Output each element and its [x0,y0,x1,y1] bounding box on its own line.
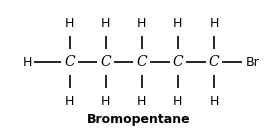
Text: H: H [173,95,183,108]
Text: C: C [209,55,219,69]
Text: H: H [65,95,74,108]
Text: H: H [23,56,33,69]
Text: H: H [101,95,110,108]
Text: Bromopentane: Bromopentane [87,113,191,126]
Text: C: C [64,55,75,69]
Text: H: H [101,17,110,30]
Text: C: C [136,55,147,69]
Text: H: H [209,17,219,30]
Text: C: C [173,55,183,69]
Text: H: H [173,17,183,30]
Text: Br: Br [246,56,260,69]
Text: H: H [137,95,147,108]
Text: H: H [209,95,219,108]
Text: H: H [65,17,74,30]
Text: C: C [100,55,111,69]
Text: H: H [137,17,147,30]
